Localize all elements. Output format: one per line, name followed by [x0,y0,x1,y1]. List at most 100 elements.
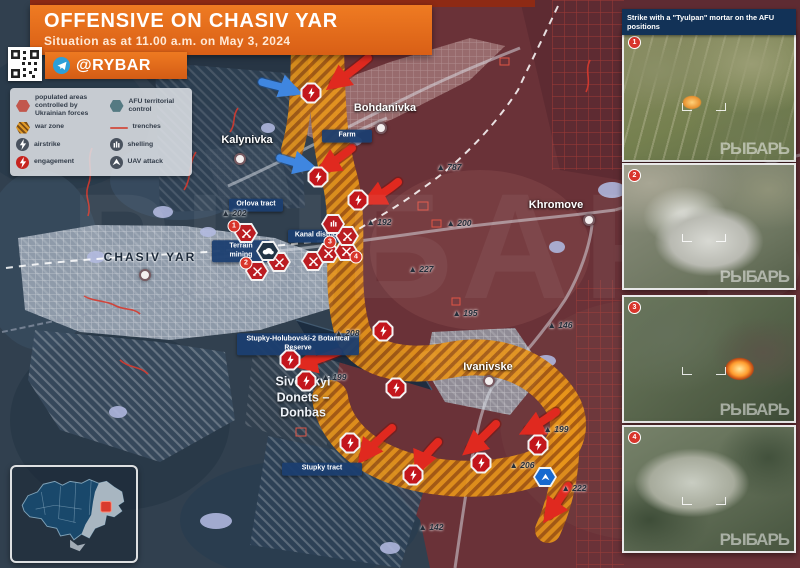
elevation-marker: ▲ 206 [509,460,535,470]
photo-watermark: РЫБАРЬ [719,266,790,286]
photo-number-badge: 3 [628,301,641,314]
front-line [5,5,559,269]
photo-reference-badge: 2 [239,256,253,270]
page-subtitle: Situation as at 11.00 a.m. on May 3, 202… [44,34,291,48]
elevation-marker: ▲ 227 [408,264,434,274]
title-banner: OFFENSIVE ON CHASIV YAR Situation as at … [30,5,432,55]
photo-watermark: РЫБАРЬ [719,529,790,549]
legend-label: war zone [35,123,65,131]
legend-label: AFU territorial control [128,97,175,113]
town-dot [583,214,595,226]
strike-photo-1: 1 РЫБАРЬ [622,30,796,162]
legend-label: airstrike [34,140,61,148]
legend-label: UAV attack [127,158,163,166]
legend-item-ua-areas: populated areas controlled by Ukrainian … [16,94,110,118]
strike-icon [300,82,322,104]
photo-watermark: РЫБАРЬ [719,138,790,158]
strike-icon [470,452,492,474]
afu-control-icon [109,99,124,112]
targeting-bracket [681,477,726,505]
elevation-marker: ▲ 208 [334,328,360,338]
map-legend: populated areas controlled by Ukrainian … [10,88,192,176]
header-accent-strip [30,0,535,7]
rybar-channel-banner[interactable]: @RYBAR [45,52,187,79]
terrain-mining-icon [256,241,280,261]
town-dot [375,122,387,134]
legend-item-engagement: engagement [16,154,110,170]
strike-icon [402,464,424,486]
photo-number-badge: 2 [628,169,641,182]
legend-item-uav-attack: UAV attack [109,154,187,170]
uav-attack-icon [109,155,123,169]
strike-icon [372,320,394,342]
legend-label: engagement [34,158,75,166]
town-label-ivanivske: Ivanivske [463,361,513,373]
shelling-icon [321,214,345,234]
sidebar-title: Strike with a "Tyulpan" mortar on the AF… [622,9,796,35]
strike-icon [347,189,369,211]
area-label: Terrain mining [212,240,270,262]
targeting-bracket [681,83,726,112]
railway [1,261,307,333]
town-label-bohdanivka: Bohdanivka [353,102,417,114]
targeting-bracket [681,347,726,375]
town-dot [139,269,151,281]
war-zone-icon [16,121,30,134]
strike-icon [295,370,317,392]
legend-item-afu-control: AFU territorial control [109,94,187,118]
town-label-khromove: Khromove [528,199,584,211]
photo-reference-badge: 1 [227,219,241,233]
legend-label: shelling [127,140,154,148]
town-label-kalynivka: Kalynivka [221,134,273,146]
location-marker [100,500,112,513]
photo-reference-badge: 3 [323,235,337,249]
legend-label: trenches [132,123,161,131]
legend-item-trenches: trenches [109,120,187,136]
channel-handle: @RYBAR [76,56,151,74]
legend-item-war-zone: war zone [16,120,110,136]
town-dot [483,375,495,387]
strike-photo-2: 2 РЫБАРЬ [622,163,796,290]
elevation-marker: ▲ 195 [452,308,478,318]
qr-code [8,47,42,81]
legend-item-airstrike: airstrike [16,137,110,153]
elevation-marker: ▲ 787 [436,162,462,172]
strike-photo-3: 3 РЫБАРЬ [622,295,796,423]
elevation-marker: ▲ 146 [547,320,573,330]
ukraine-locator-inset [10,465,138,563]
area-label: Orlova tract [229,198,283,212]
elevation-marker: ▲ 192 [366,217,392,227]
engagement-icon [335,226,359,246]
elevation-marker: ▲ 199 [321,372,347,382]
targeting-bracket [681,214,726,243]
elevation-marker: ▲ 142 [418,522,444,532]
page-title: OFFENSIVE ON CHASIV YAR [44,10,339,32]
strike-icon [527,434,549,456]
photo-number-badge: 1 [628,36,641,49]
town-label-chasiv-yar: CHASIV YAR [103,250,197,264]
airstrike-icon [16,138,29,152]
uav-attack-icon [533,467,557,487]
engagement-icon [16,155,29,169]
photo-reference-badge: 4 [349,250,363,264]
elevation-marker: ▲ 199 [543,424,569,434]
strike-photo-4: 4 РЫБАРЬ [622,425,796,553]
strike-icon [307,166,329,188]
town-dot [234,153,246,165]
engagement-icon [316,243,340,263]
elevation-marker: ▲ 222 [561,483,587,493]
photo-watermark: РЫБАРЬ [719,399,790,419]
fortified-buildings [295,57,510,437]
attack-arrows [257,52,574,524]
telegram-icon [53,57,70,74]
strike-icon [339,432,361,454]
legend-label: populated areas controlled by Ukrainian … [35,93,89,117]
elevation-marker: ▲ 200 [446,218,472,228]
shelling-icon [109,138,123,152]
elevation-marker: ▲ 202 [221,208,247,218]
area-label: Stupky-Holubovski-2 Botanical Reserve [237,333,359,355]
legend-item-shelling: shelling [109,137,187,153]
trenches-icon [109,126,128,129]
